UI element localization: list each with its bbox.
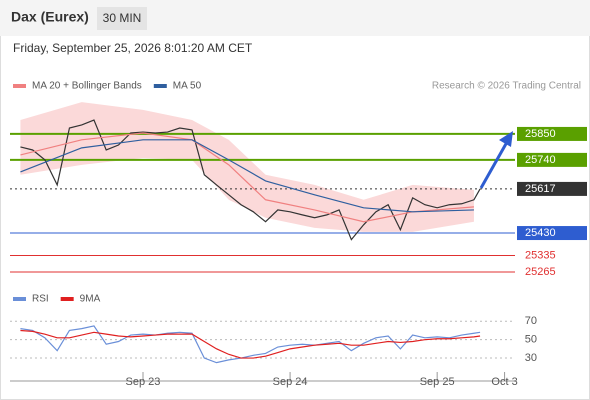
- x-tick-label: Sep 23: [126, 376, 161, 388]
- level-box: [517, 226, 587, 241]
- subtitle: Friday, September 25, 2026 8:01:20 AM CE…: [13, 41, 253, 55]
- level-label: 25430: [525, 227, 556, 239]
- chart-title: Dax (Eurex): [11, 9, 89, 25]
- x-tick-label: Sep 25: [420, 376, 455, 388]
- x-tick-label: Oct 3: [491, 376, 517, 388]
- timeframe-box: [97, 7, 147, 30]
- y-tick-label: 50: [525, 334, 537, 346]
- level-label: 25335: [525, 249, 556, 261]
- legend-swatch: [153, 84, 167, 88]
- series-line: [20, 132, 474, 223]
- y-tick-label: 30: [525, 352, 537, 364]
- forecast-arrowhead: [499, 131, 513, 147]
- timeframe: 30 MIN: [103, 11, 142, 25]
- x-tick-label: Sep 24: [273, 376, 308, 388]
- legend-label: RSI: [32, 294, 49, 305]
- y-tick-label: 70: [525, 315, 537, 327]
- level-box: [517, 181, 587, 196]
- level-box: [517, 152, 587, 167]
- legend-swatch: [60, 297, 74, 301]
- series-line: [20, 325, 481, 364]
- legend-swatch: [13, 297, 26, 301]
- legend-label: MA 50: [173, 81, 202, 92]
- level-box: [517, 126, 587, 141]
- level-label: 25740: [525, 154, 556, 166]
- legend-swatch: [13, 84, 26, 88]
- level-label: 25850: [525, 128, 556, 140]
- legend-label: 9MA: [80, 294, 101, 305]
- series-line: [20, 119, 481, 241]
- series-line: [20, 329, 481, 359]
- level-label: 25265: [525, 266, 556, 278]
- legend-label: MA 20 + Bollinger Bands: [32, 81, 142, 92]
- source: Research © 2026 Trading Central: [432, 81, 581, 92]
- series-line: [20, 139, 474, 213]
- forecast-arrow: [479, 141, 509, 189]
- level-label: 25617: [525, 183, 556, 195]
